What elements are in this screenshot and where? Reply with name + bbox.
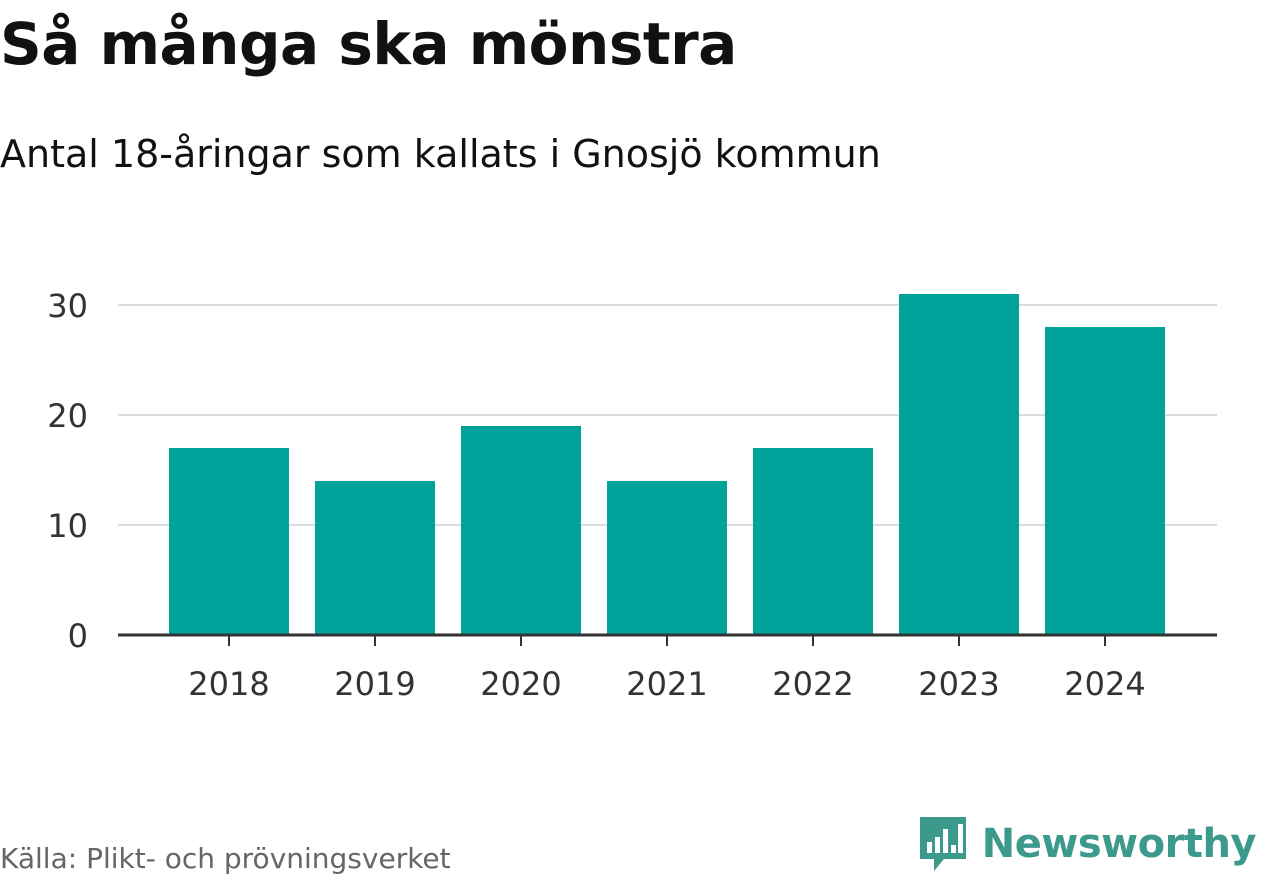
y-tick-label: 0 — [68, 617, 88, 655]
x-tick-label: 2023 — [918, 665, 999, 703]
bar — [169, 448, 289, 635]
y-tick-label: 30 — [47, 287, 88, 325]
bar — [461, 426, 581, 635]
bar — [607, 481, 727, 635]
brand-logo: Newsworthy — [918, 815, 1257, 873]
source-note: Källa: Plikt- och prövningsverket — [0, 842, 451, 875]
x-tick-label: 2019 — [334, 665, 415, 703]
y-tick-label: 10 — [47, 507, 88, 545]
x-tick-label: 2020 — [480, 665, 561, 703]
newsworthy-logo-icon — [919, 817, 966, 871]
bar — [315, 481, 435, 635]
bar — [899, 294, 1019, 635]
y-tick-label: 20 — [47, 397, 88, 435]
chart-subtitle: Antal 18-åringar som kallats i Gnosjö ko… — [0, 132, 881, 176]
brand-name: Newsworthy — [981, 821, 1257, 867]
x-tick-label: 2018 — [188, 665, 269, 703]
x-tick-label: 2021 — [626, 665, 707, 703]
chart-title: Så många ska mönstra — [0, 10, 737, 78]
x-tick-label: 2022 — [772, 665, 853, 703]
bar — [753, 448, 873, 635]
x-tick-label: 2024 — [1064, 665, 1145, 703]
bar — [1045, 327, 1165, 635]
